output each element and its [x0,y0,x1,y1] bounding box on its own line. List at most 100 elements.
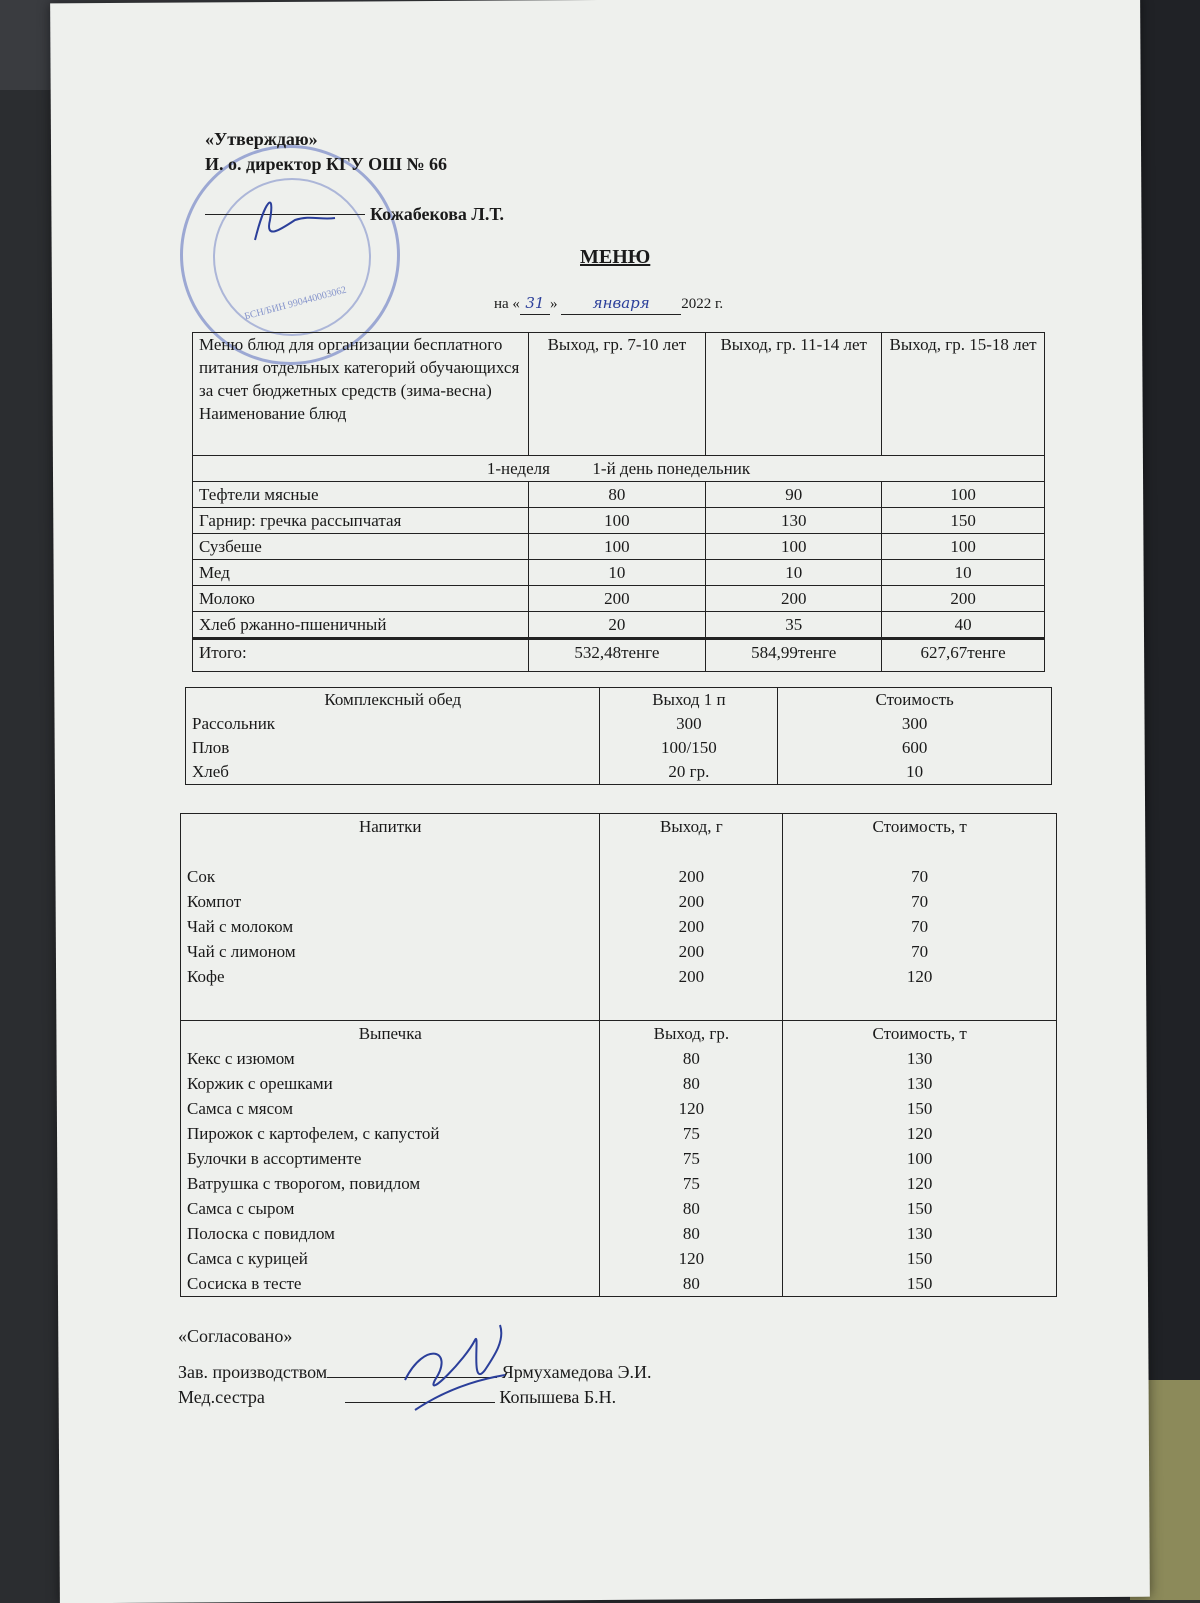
section-header: Стоимость [875,690,954,709]
total-11-14: 584,99тенге [705,638,883,672]
list-item: 120 [678,1249,705,1268]
bakery-names: Выпечка Кекс с изюмом Коржик с орешками Сам… [179,1020,601,1297]
list-item: 80 [682,1199,700,1218]
drinks-yield: Выход, г 200 200 200 200 200 [599,813,784,1021]
complex-lunch-table: Комплексный обед Рассольник Плов Хлеб Выход… [184,687,1052,785]
list-item: 70 [911,917,929,936]
dish-name: Хлеб ржанно-пшеничный [192,611,529,639]
list-item: Чай с лимоном [187,942,296,961]
signature-line-1 [327,1377,498,1378]
list-item: 120 [906,1124,933,1143]
list-item: Чай с молоком [187,917,294,936]
list-item: Пирожок с картофелем, с капустой [187,1124,440,1143]
list-item: 120 [906,967,933,986]
dish-name: Сузбеше [192,533,529,560]
list-item: 200 [678,892,705,911]
bakery-section: Выпечка Кекс с изюмом Коржик с орешками Сам… [179,1020,1057,1297]
agreed-row-2: Мед.сестра Копышева Б.Н. [178,1386,616,1408]
list-item: Полоска с повидлом [187,1224,335,1243]
dish-name: Мед [192,559,529,586]
menu-title: МЕНЮ [580,246,651,268]
section-header: Стоимость, т [872,817,967,836]
date-year: 2022 г. [681,296,724,312]
list-item: 75 [682,1124,700,1143]
list-item: 130 [906,1224,933,1243]
dish-yield: 200 [881,585,1045,612]
section-header: Напитки [358,817,422,836]
drinks-bakery-table: Напитки Сок Компот Чай с молоком Чай с лимон… [179,813,1057,1297]
lunch-cost: Стоимость 300 600 10 [777,687,1052,785]
date-month: января [561,292,682,315]
list-item: 20 гр. [668,762,710,781]
list-item: 80 [682,1224,700,1243]
list-item: 75 [682,1149,700,1168]
list-item: 120 [678,1099,705,1118]
section-header: Выпечка [358,1024,422,1043]
list-item: Компот [187,892,242,911]
dish-yield: 90 [705,481,883,508]
drinks-cost: Стоимость, т 70 70 70 70 120 [782,813,1057,1021]
list-item: 10 [906,762,924,781]
table-row: Хлеб ржанно-пшеничный 20 35 40 [192,611,1045,639]
drinks-section: Напитки Сок Компот Чай с молоком Чай с лимон… [179,813,1057,1021]
total-row: Итого: 532,48тенге 584,99тенге 627,67тен… [192,638,1045,672]
section-header: Стоимость, т [872,1024,967,1043]
dish-yield: 130 [705,507,883,534]
list-item: 150 [906,1199,933,1218]
table-row: Мед 10 10 10 [192,559,1045,586]
list-item: 100 [906,1149,933,1168]
list-item: 80 [682,1074,700,1093]
total-15-18: 627,67тенге [881,638,1045,672]
list-item: 70 [911,942,929,961]
table-row: Сузбеше 100 100 100 [192,533,1045,560]
list-item: 600 [901,738,928,757]
dish-name: Гарнир: гречка рассыпчатая [192,507,529,534]
approval-position: И. о. директор КГУ ОШ № 66 [205,154,448,174]
dish-yield: 10 [881,559,1045,586]
week-row: 1-неделя 1-й день понедельник [192,455,1045,482]
list-item: 130 [906,1074,933,1093]
agreed-title: «Согласовано» [178,1326,293,1346]
dish-yield: 100 [705,533,883,560]
dish-name: Тефтели мясные [192,481,529,508]
list-item: 200 [678,917,705,936]
lunch-dishes: Комплексный обед Рассольник Плов Хлеб [184,687,601,785]
list-item: Рассольник [192,714,276,733]
dish-yield: 200 [705,585,883,612]
director-signature [254,201,336,241]
dish-yield: 100 [881,481,1045,508]
dish-yield: 100 [881,533,1045,560]
list-item: Кофе [187,967,225,986]
signature-line-2 [344,1402,495,1403]
list-item: Ватрушка с творогом, повидлом [187,1174,421,1193]
role-nurse: Мед.сестра [178,1387,265,1407]
dish-yield: 100 [527,507,707,534]
list-item: 100/150 [661,738,717,757]
name-production: Ярмухамедова Э.И. [501,1362,652,1382]
bakery-yield: Выход, гр. 80 80 120 75 75 75 80 80 120 80 [599,1020,784,1297]
list-item: Коржик с орешками [187,1074,333,1093]
menu-date: на «31» января 2022 г. [494,292,723,315]
week-label: 1-неделя 1-й день понедельник [192,455,1045,482]
dish-yield: 40 [881,611,1045,639]
list-item: Самса с мясом [187,1099,294,1118]
approval-title: «Утверждаю» [205,129,318,149]
dish-yield: 100 [527,533,707,560]
approval-name: Кожабекова Л.Т. [370,204,505,224]
date-mid: » [549,296,558,312]
date-prefix: на « [494,296,520,312]
dish-yield: 35 [705,611,883,639]
section-header: Комплексный обед [324,690,462,709]
list-item: Булочки в ассортименте [187,1149,362,1168]
drinks-names: Напитки Сок Компот Чай с молоком Чай с лимон… [179,813,601,1021]
header-11-14: Выход, гр. 11-14 лет [705,332,883,456]
list-item: 80 [682,1049,700,1068]
total-label: Итого: [192,638,529,672]
list-item: Самса с сыром [187,1199,295,1218]
role-production: Зав. производством [178,1362,328,1382]
agreed-row-1: Зав. производством Ярмухамедова Э.И. [178,1361,652,1383]
list-item: 70 [911,867,929,886]
list-item: 75 [682,1174,700,1193]
list-item: 200 [678,942,705,961]
list-item: 200 [678,867,705,886]
